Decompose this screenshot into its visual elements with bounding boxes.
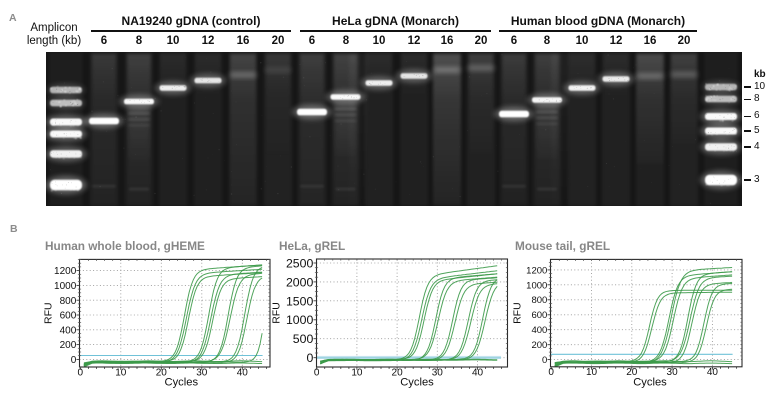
svg-text:2500: 2500 [286,256,314,270]
svg-text:0: 0 [78,367,84,378]
svg-text:RFU: RFU [271,302,283,324]
svg-text:30: 30 [667,367,679,378]
svg-text:1500: 1500 [286,294,314,308]
svg-text:30: 30 [196,367,208,378]
svg-text:500: 500 [293,332,314,346]
svg-text:1000: 1000 [286,313,314,327]
svg-text:800: 800 [60,296,77,307]
svg-text:40: 40 [237,367,249,378]
svg-text:1200: 1200 [526,265,547,276]
svg-text:30: 30 [432,367,444,378]
svg-text:0: 0 [548,367,554,378]
svg-text:RFU: RFU [43,302,55,324]
svg-text:0: 0 [542,355,547,366]
svg-text:Cycles: Cycles [633,376,667,388]
svg-text:400: 400 [531,325,547,336]
svg-text:2000: 2000 [286,275,314,289]
svg-text:RFU: RFU [512,302,524,324]
svg-text:1200: 1200 [54,266,77,277]
svg-text:20: 20 [392,367,404,378]
svg-text:200: 200 [60,340,77,351]
svg-text:10: 10 [115,367,127,378]
svg-text:10: 10 [351,367,363,378]
svg-text:Cycles: Cycles [400,376,434,388]
svg-text:20: 20 [626,367,638,378]
svg-text:Cycles: Cycles [165,376,199,388]
svg-text:400: 400 [60,325,77,336]
svg-text:600: 600 [60,311,77,322]
svg-text:0: 0 [71,355,77,366]
svg-text:600: 600 [531,310,547,321]
svg-text:40: 40 [472,367,484,378]
svg-text:10: 10 [586,367,598,378]
svg-text:0: 0 [306,351,313,365]
svg-text:800: 800 [531,295,547,306]
svg-text:40: 40 [707,367,719,378]
svg-text:0: 0 [314,367,320,378]
svg-text:1000: 1000 [526,280,547,291]
svg-text:200: 200 [531,340,547,351]
svg-text:20: 20 [156,367,168,378]
svg-text:1000: 1000 [54,281,77,292]
